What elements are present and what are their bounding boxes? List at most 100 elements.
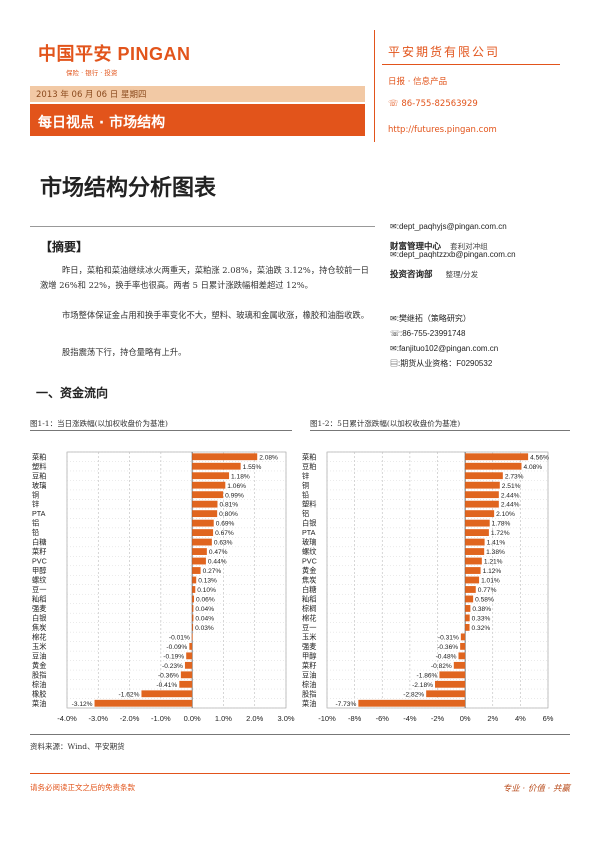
analyst-name: ✉:樊继拓（策略研究）: [390, 314, 471, 323]
data-label: 2.44%: [501, 502, 520, 509]
tick-label: -8%: [348, 714, 362, 723]
person-icon: ✉:: [390, 314, 399, 323]
data-label: 0.38%: [472, 606, 491, 613]
bar: [192, 548, 207, 555]
data-label: 1.18%: [231, 473, 250, 480]
data-label: 2.08%: [259, 454, 278, 461]
tick-label: -1.0%: [151, 714, 171, 723]
data-label: -0.82%: [431, 663, 452, 670]
bar: [192, 519, 214, 527]
data-label: 0.99%: [225, 492, 244, 499]
product-type: 日报 · 信息产品: [388, 77, 448, 87]
bar: [465, 481, 500, 489]
category-label: 豆粕: [32, 471, 46, 480]
bar: [358, 699, 466, 707]
chart2-title: 图1-2：5日累计涨跌幅(以加权收盘价为基准): [310, 419, 461, 428]
data-label: 0.77%: [478, 587, 497, 594]
data-label: -1.86%: [417, 672, 438, 679]
data-label: -0.48%: [436, 653, 457, 660]
bar: [192, 453, 258, 461]
bar: [180, 671, 193, 679]
category-label: 籼稻: [302, 595, 316, 604]
data-label: 0.80%: [219, 511, 238, 518]
bar: [465, 500, 499, 508]
company-logo: 中国平安 PINGAN 保险 · 银行 · 投资: [38, 40, 198, 77]
logo-text: 中国平安 PINGAN: [38, 44, 191, 64]
category-label: 塑料: [32, 462, 46, 471]
tick-label: -10%: [318, 714, 336, 723]
data-label: 0.47%: [209, 549, 228, 556]
category-label: 白糖: [32, 538, 46, 547]
category-label: 菜油: [32, 699, 46, 708]
banner: 每日视点 · 市场结构: [30, 104, 365, 136]
data-label: 1.41%: [487, 540, 506, 547]
bar: [192, 462, 241, 470]
bar: [192, 538, 212, 546]
category-label: 焦炭: [32, 623, 46, 632]
dept-2-sub: 整理/分发: [445, 270, 479, 279]
category-label: 焦炭: [302, 576, 316, 585]
category-label: 螺纹: [32, 576, 46, 585]
tick-label: 3.0%: [277, 714, 294, 723]
bar: [465, 548, 485, 555]
category-label: 白银: [32, 614, 46, 623]
data-label: -0.31%: [438, 634, 459, 641]
tick-label: -4%: [403, 714, 417, 723]
category-label: 菜油: [302, 699, 316, 708]
data-label: 4.08%: [523, 464, 542, 471]
category-label: 豆粕: [302, 462, 316, 471]
category-label: 籼稻: [32, 595, 46, 604]
tick-label: 2.0%: [246, 714, 263, 723]
email-icon: ✉:: [390, 250, 399, 259]
data-label: 0.10%: [197, 587, 216, 594]
data-label: 0.67%: [215, 530, 234, 537]
category-label: 棕油: [32, 680, 46, 689]
data-label: 1.12%: [483, 568, 502, 575]
date-bar: 2013 年 06 月 06 日 星期四: [30, 86, 365, 102]
email-icon: ✉:: [390, 222, 399, 231]
contact-email-1[interactable]: ✉:dept_paqhyjs@pingan.com.cn: [390, 222, 507, 231]
bar: [192, 595, 195, 603]
email-icon: ✉:: [390, 344, 399, 353]
website-link[interactable]: http://futures.pingan.com: [388, 125, 497, 135]
tick-label: 2%: [487, 714, 498, 723]
bar: [192, 529, 214, 537]
charts-bottom-rule: [30, 734, 570, 735]
category-label: 股指: [302, 689, 316, 698]
tick-label: -3.0%: [88, 714, 108, 723]
analyst-email[interactable]: ✉:fanjituo102@pingan.com.cn: [390, 344, 499, 353]
contact-email-2[interactable]: ✉:dept_paqhtzzxb@pingan.com.cn: [390, 250, 516, 259]
data-label: 1.72%: [491, 530, 510, 537]
category-label: 塑料: [302, 500, 316, 509]
category-label: 强麦: [302, 642, 316, 651]
abstract-heading: 【摘要】: [40, 240, 89, 254]
report-date: 2013 年 06 月 06 日 星期四: [36, 90, 147, 100]
document-icon: ▤:: [390, 359, 401, 368]
category-label: 棉花: [32, 632, 46, 641]
category-label: 菜粕: [302, 452, 316, 461]
data-label: -2.18%: [412, 682, 433, 689]
data-label: 0.33%: [472, 616, 491, 623]
bar: [465, 567, 481, 574]
tick-label: 6%: [543, 714, 554, 723]
analyst-phone: ☏:86-755-23991748: [390, 329, 466, 338]
data-label: 0.03%: [195, 625, 214, 632]
page-title: 市场结构分析图表: [40, 176, 217, 201]
header-phone: ☏ 86-755-82563929: [388, 99, 478, 109]
phone-icon: ☏: [388, 99, 402, 109]
category-label: 甲醇: [302, 651, 316, 660]
category-label: 甲醇: [32, 566, 46, 575]
bar: [192, 623, 194, 631]
bar: [465, 576, 480, 584]
bar: [186, 652, 193, 660]
dept-2: 投资咨询部 整理/分发: [390, 262, 478, 281]
bar: [435, 680, 466, 688]
company-underline: [382, 64, 560, 65]
data-label: 0.13%: [198, 578, 217, 585]
data-label: -0.23%: [162, 663, 183, 670]
category-label: 黄金: [32, 661, 46, 670]
data-label: 1.01%: [481, 578, 500, 585]
category-label: 黄金: [302, 566, 316, 575]
bar: [192, 491, 224, 499]
chart1-title: 图1-1：当日涨跌幅(以加权收盘价为基准): [30, 419, 168, 428]
